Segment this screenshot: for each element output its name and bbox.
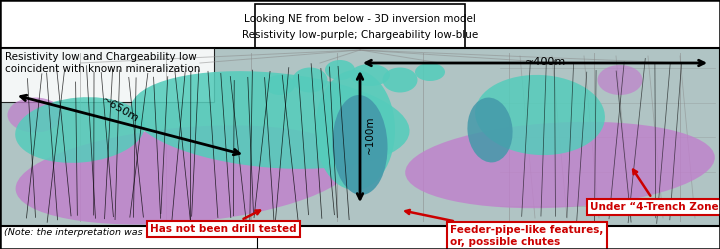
FancyBboxPatch shape: [0, 226, 257, 249]
Ellipse shape: [467, 98, 513, 162]
Ellipse shape: [15, 97, 145, 163]
Text: Has not been drill tested: Has not been drill tested: [150, 210, 297, 234]
Text: Feeder-pipe-like features,
or, possible chutes: Feeder-pipe-like features, or, possible …: [405, 210, 603, 247]
Text: Under “4-Trench Zone”: Under “4-Trench Zone”: [590, 170, 720, 212]
Ellipse shape: [16, 125, 354, 225]
Ellipse shape: [475, 75, 605, 155]
Ellipse shape: [325, 60, 355, 80]
Text: Resistivity low and Chargeability low
coincident with known mineralization: Resistivity low and Chargeability low co…: [5, 52, 200, 74]
Ellipse shape: [333, 95, 387, 195]
Text: ~100m: ~100m: [365, 116, 375, 154]
Ellipse shape: [405, 122, 715, 208]
Ellipse shape: [415, 63, 445, 81]
Ellipse shape: [598, 65, 642, 95]
FancyBboxPatch shape: [255, 4, 465, 48]
FancyBboxPatch shape: [0, 48, 214, 102]
Text: Resistivity low-purple; Chargeability low-blue: Resistivity low-purple; Chargeability lo…: [242, 30, 478, 40]
Text: Looking NE from below - 3D inversion model: Looking NE from below - 3D inversion mod…: [244, 14, 476, 24]
Text: ~650m: ~650m: [99, 95, 140, 124]
Ellipse shape: [265, 75, 295, 95]
FancyBboxPatch shape: [0, 48, 720, 226]
Ellipse shape: [350, 64, 390, 86]
Ellipse shape: [7, 98, 63, 132]
Ellipse shape: [382, 67, 418, 92]
Ellipse shape: [315, 70, 395, 190]
Ellipse shape: [130, 71, 410, 169]
Ellipse shape: [292, 67, 328, 92]
Text: (Note: the interpretation was cut at 100m depth): (Note: the interpretation was cut at 100…: [4, 228, 238, 237]
Text: ~400m: ~400m: [524, 57, 566, 67]
